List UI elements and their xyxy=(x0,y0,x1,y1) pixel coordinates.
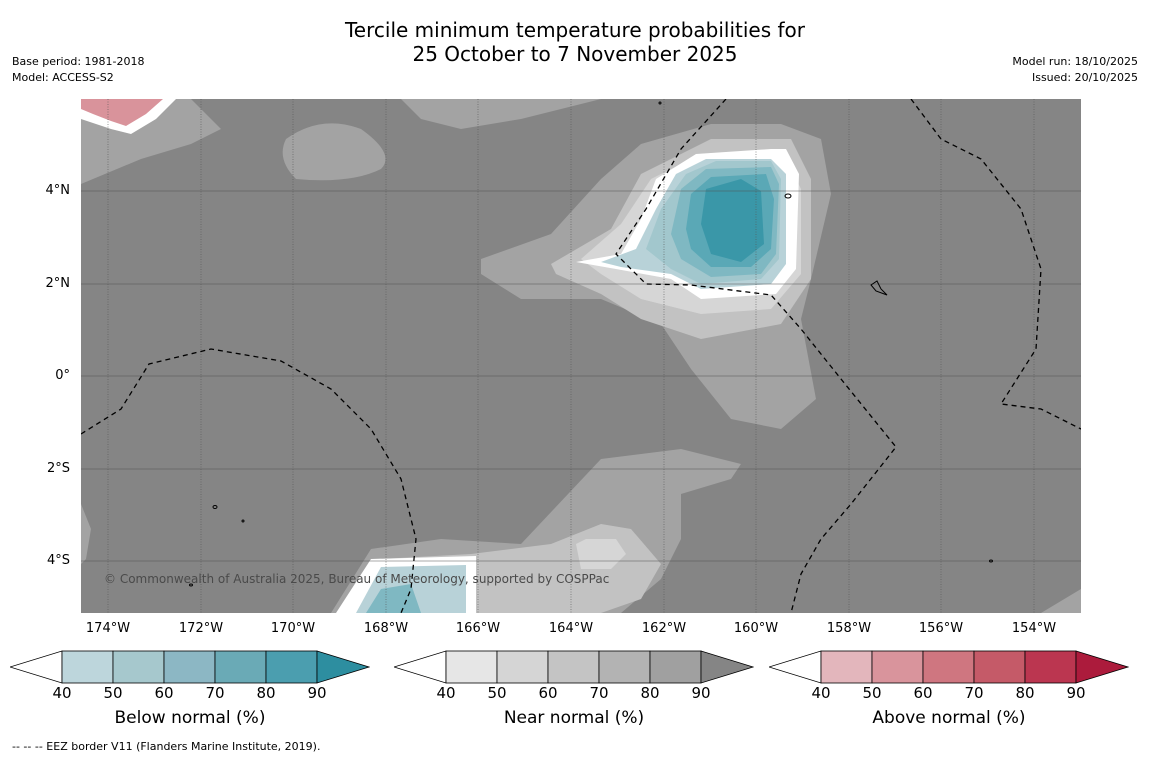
below-colorbar-segment xyxy=(61,650,114,684)
below-colorbar-tick: 80 xyxy=(256,684,276,702)
below-colorbar-tick: 50 xyxy=(103,684,123,702)
above-50 xyxy=(81,99,163,126)
base-period: Base period: 1981-2018 xyxy=(12,55,145,68)
above-colorbar-tick: 80 xyxy=(1015,684,1035,702)
issued-date: Issued: 20/10/2025 xyxy=(1031,71,1138,84)
eez-footnote: -- -- -- EEZ border V11 (Flanders Marine… xyxy=(12,740,321,753)
lon-label-172w: 172°W xyxy=(178,621,224,636)
model-name: Model: ACCESS-S2 xyxy=(12,71,114,84)
above-colorbar-segment xyxy=(1024,650,1077,684)
above-colorbar-segment xyxy=(820,650,873,684)
colorbar-below xyxy=(10,650,370,684)
above-colorbar-tick: 70 xyxy=(964,684,984,702)
below-colorbar-segment xyxy=(214,650,267,684)
colorbar-above-title: Above normal (%) xyxy=(872,708,1026,728)
island-5 xyxy=(189,583,193,587)
near-light-south xyxy=(576,539,626,569)
near-colorbar-under xyxy=(394,650,447,684)
below-colorbar-tick: 90 xyxy=(307,684,327,702)
colorbar-near-title: Near normal (%) xyxy=(503,708,645,728)
meta-left: Base period: 1981-2018 Model: ACCESS-S2 xyxy=(12,54,144,86)
lat-label-0: 0° xyxy=(55,368,70,383)
below-colorbar-tick: 40 xyxy=(52,684,72,702)
near-colorbar-tick: 70 xyxy=(589,684,609,702)
above-colorbar-under xyxy=(769,650,822,684)
lon-label-166w: 166°W xyxy=(455,621,501,636)
gridlines xyxy=(107,99,1035,613)
map-title: Tercile minimum temperature probabilitie… xyxy=(0,18,1150,66)
title-line-1: Tercile minimum temperature probabilitie… xyxy=(344,18,806,42)
probability-map xyxy=(81,99,1081,613)
above-colorbar-tick: 60 xyxy=(913,684,933,702)
colorbar-above xyxy=(769,650,1129,684)
near-colorbar-segment xyxy=(496,650,549,684)
islands xyxy=(189,101,993,587)
lon-label-170w: 170°W xyxy=(270,621,316,636)
meta-right: Model run: 18/10/2025 Issued: 20/10/2025 xyxy=(1012,54,1138,86)
below-colorbar-segment xyxy=(265,650,318,684)
lon-label-160w: 160°W xyxy=(733,621,779,636)
lon-label-156w: 156°W xyxy=(918,621,964,636)
model-run: Model run: 18/10/2025 xyxy=(1012,55,1138,68)
lat-label-4s: 4°S xyxy=(46,553,70,568)
eez-border-west xyxy=(81,348,417,613)
map-svg xyxy=(81,99,1081,613)
below-colorbar-over xyxy=(316,650,370,684)
near-colorbar-tick: 80 xyxy=(640,684,660,702)
above-colorbar-tick: 90 xyxy=(1066,684,1086,702)
above-colorbar-segment xyxy=(922,650,975,684)
island-1 xyxy=(784,193,792,199)
below-80 xyxy=(701,179,764,262)
above-colorbar-segment xyxy=(871,650,924,684)
near-colorbar-tick: 60 xyxy=(538,684,558,702)
near-colorbar-tick: 50 xyxy=(487,684,507,702)
below-south-60 xyxy=(366,584,421,613)
below-colorbar-tick: 60 xyxy=(154,684,174,702)
lon-label-168w: 168°W xyxy=(363,621,409,636)
below-colorbar-segment xyxy=(163,650,216,684)
colorbar-near xyxy=(394,650,754,684)
island-7 xyxy=(658,101,662,105)
eez-border-central xyxy=(615,99,897,613)
above-colorbar-tick: 40 xyxy=(811,684,831,702)
below-colorbar-under xyxy=(10,650,63,684)
above-colorbar-segment xyxy=(973,650,1026,684)
eez-borders xyxy=(81,99,1081,613)
island-6 xyxy=(989,559,993,563)
lat-label-4n: 4°N xyxy=(45,183,71,198)
island-4 xyxy=(241,519,245,523)
eez-border-east xyxy=(910,99,1081,430)
near-colorbar-segment xyxy=(598,650,651,684)
above-colorbar-tick: 50 xyxy=(862,684,882,702)
lon-label-154w: 154°W xyxy=(1011,621,1057,636)
lon-label-158w: 158°W xyxy=(826,621,872,636)
near-colorbar-over xyxy=(700,650,754,684)
near-colorbar-tick: 40 xyxy=(436,684,456,702)
lon-label-162w: 162°W xyxy=(641,621,687,636)
island-2 xyxy=(870,280,888,296)
lon-label-164w: 164°W xyxy=(548,621,594,636)
title-line-2: 25 October to 7 November 2025 xyxy=(412,42,738,66)
lat-label-2n: 2°N xyxy=(45,276,71,291)
island-3 xyxy=(212,505,218,509)
near-colorbar-tick: 90 xyxy=(691,684,711,702)
lon-label-174w: 174°W xyxy=(85,621,131,636)
near-region-sw xyxy=(81,504,91,564)
below-colorbar-tick: 70 xyxy=(205,684,225,702)
near-colorbar-segment xyxy=(649,650,702,684)
near-region-blob xyxy=(282,123,386,181)
lat-label-2s: 2°S xyxy=(46,461,70,476)
colorbar-below-title: Below normal (%) xyxy=(114,708,266,728)
above-colorbar-over xyxy=(1075,650,1129,684)
below-colorbar-segment xyxy=(112,650,165,684)
copyright-notice: © Commonwealth of Australia 2025, Bureau… xyxy=(104,572,610,586)
near-colorbar-segment xyxy=(547,650,600,684)
near-region-se xyxy=(1041,589,1081,613)
lat-gridlines xyxy=(81,190,1081,562)
near-colorbar-segment xyxy=(445,650,498,684)
